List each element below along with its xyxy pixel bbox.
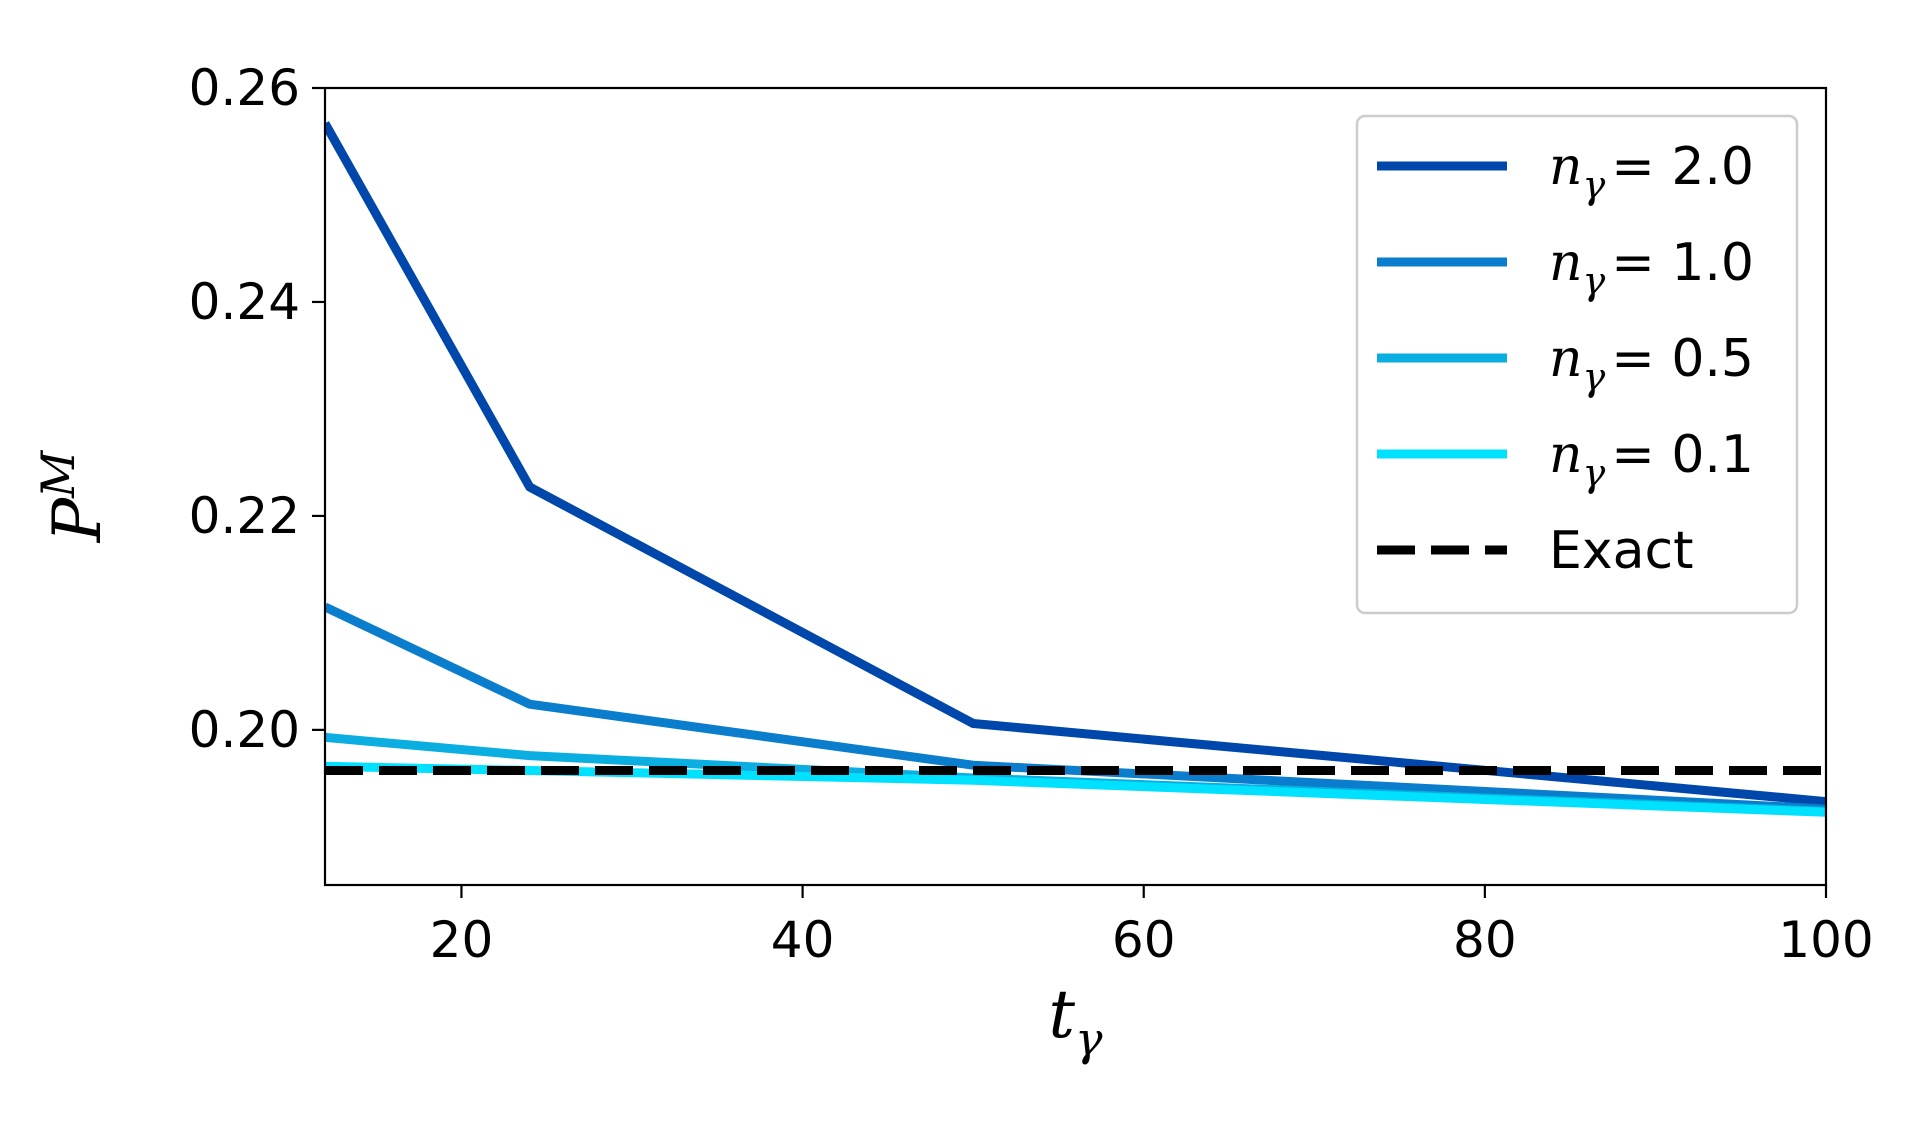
x-axis-label: tγ [1048, 976, 1103, 1066]
legend-label: nγ = 0.1 [1549, 425, 1754, 495]
series-line-1 [325, 121, 1826, 807]
y-tick-label: 0.22 [189, 487, 300, 545]
legend-label: nγ = 0.5 [1549, 329, 1754, 399]
legend-box [1355, 114, 1799, 615]
plot-frame [323, 86, 1828, 887]
x-tick-label: 40 [771, 911, 835, 969]
legend-label: Exact [1549, 521, 1693, 581]
series-layer [325, 121, 1826, 817]
series-line-4 [325, 761, 1826, 817]
series-line-2 [325, 602, 1826, 814]
x-tick-label: 20 [430, 911, 494, 969]
y-tick-label: 0.26 [189, 59, 300, 117]
x-tick-label: 100 [1778, 911, 1873, 969]
legend-label: nγ = 2.0 [1549, 137, 1754, 207]
x-tick-label: 80 [1453, 911, 1517, 969]
legend: nγ = 2.0 nγ = 1.0 nγ = 0.5 nγ = 0.1 Exact [1355, 114, 1799, 615]
y-axis-label: PM [31, 449, 116, 543]
y-axis: 0.20 0.22 0.24 0.26 [189, 59, 325, 759]
x-tick-label: 60 [1112, 911, 1176, 969]
legend-label: nγ = 1.0 [1549, 233, 1754, 303]
y-tick-label: 0.20 [189, 701, 300, 759]
x-axis: 20 40 60 80 100 [430, 885, 1874, 969]
y-tick-label: 0.24 [189, 273, 300, 331]
